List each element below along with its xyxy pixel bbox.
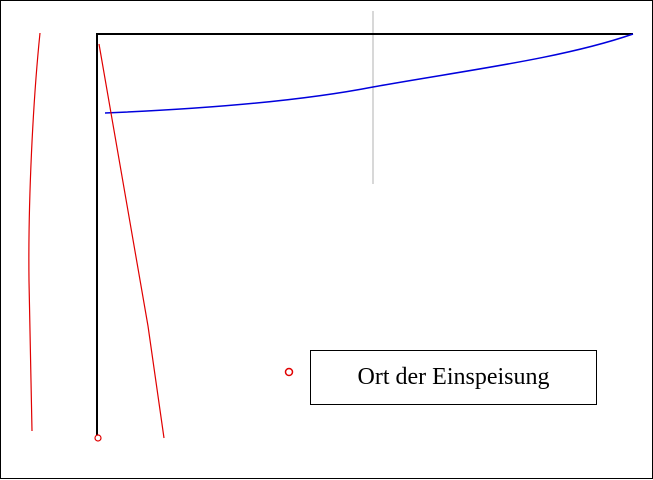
legend-label: Ort der Einspeisung <box>357 364 550 390</box>
vertical-current-curve <box>98 43 165 439</box>
legend-feed-marker-icon <box>284 367 294 377</box>
reference-current-curve <box>28 32 41 432</box>
horizontal-current-curve <box>104 33 634 114</box>
antenna-structure <box>96 33 633 435</box>
feed-point-marker <box>94 434 102 442</box>
legend-box: Ort der Einspeisung <box>310 350 597 405</box>
